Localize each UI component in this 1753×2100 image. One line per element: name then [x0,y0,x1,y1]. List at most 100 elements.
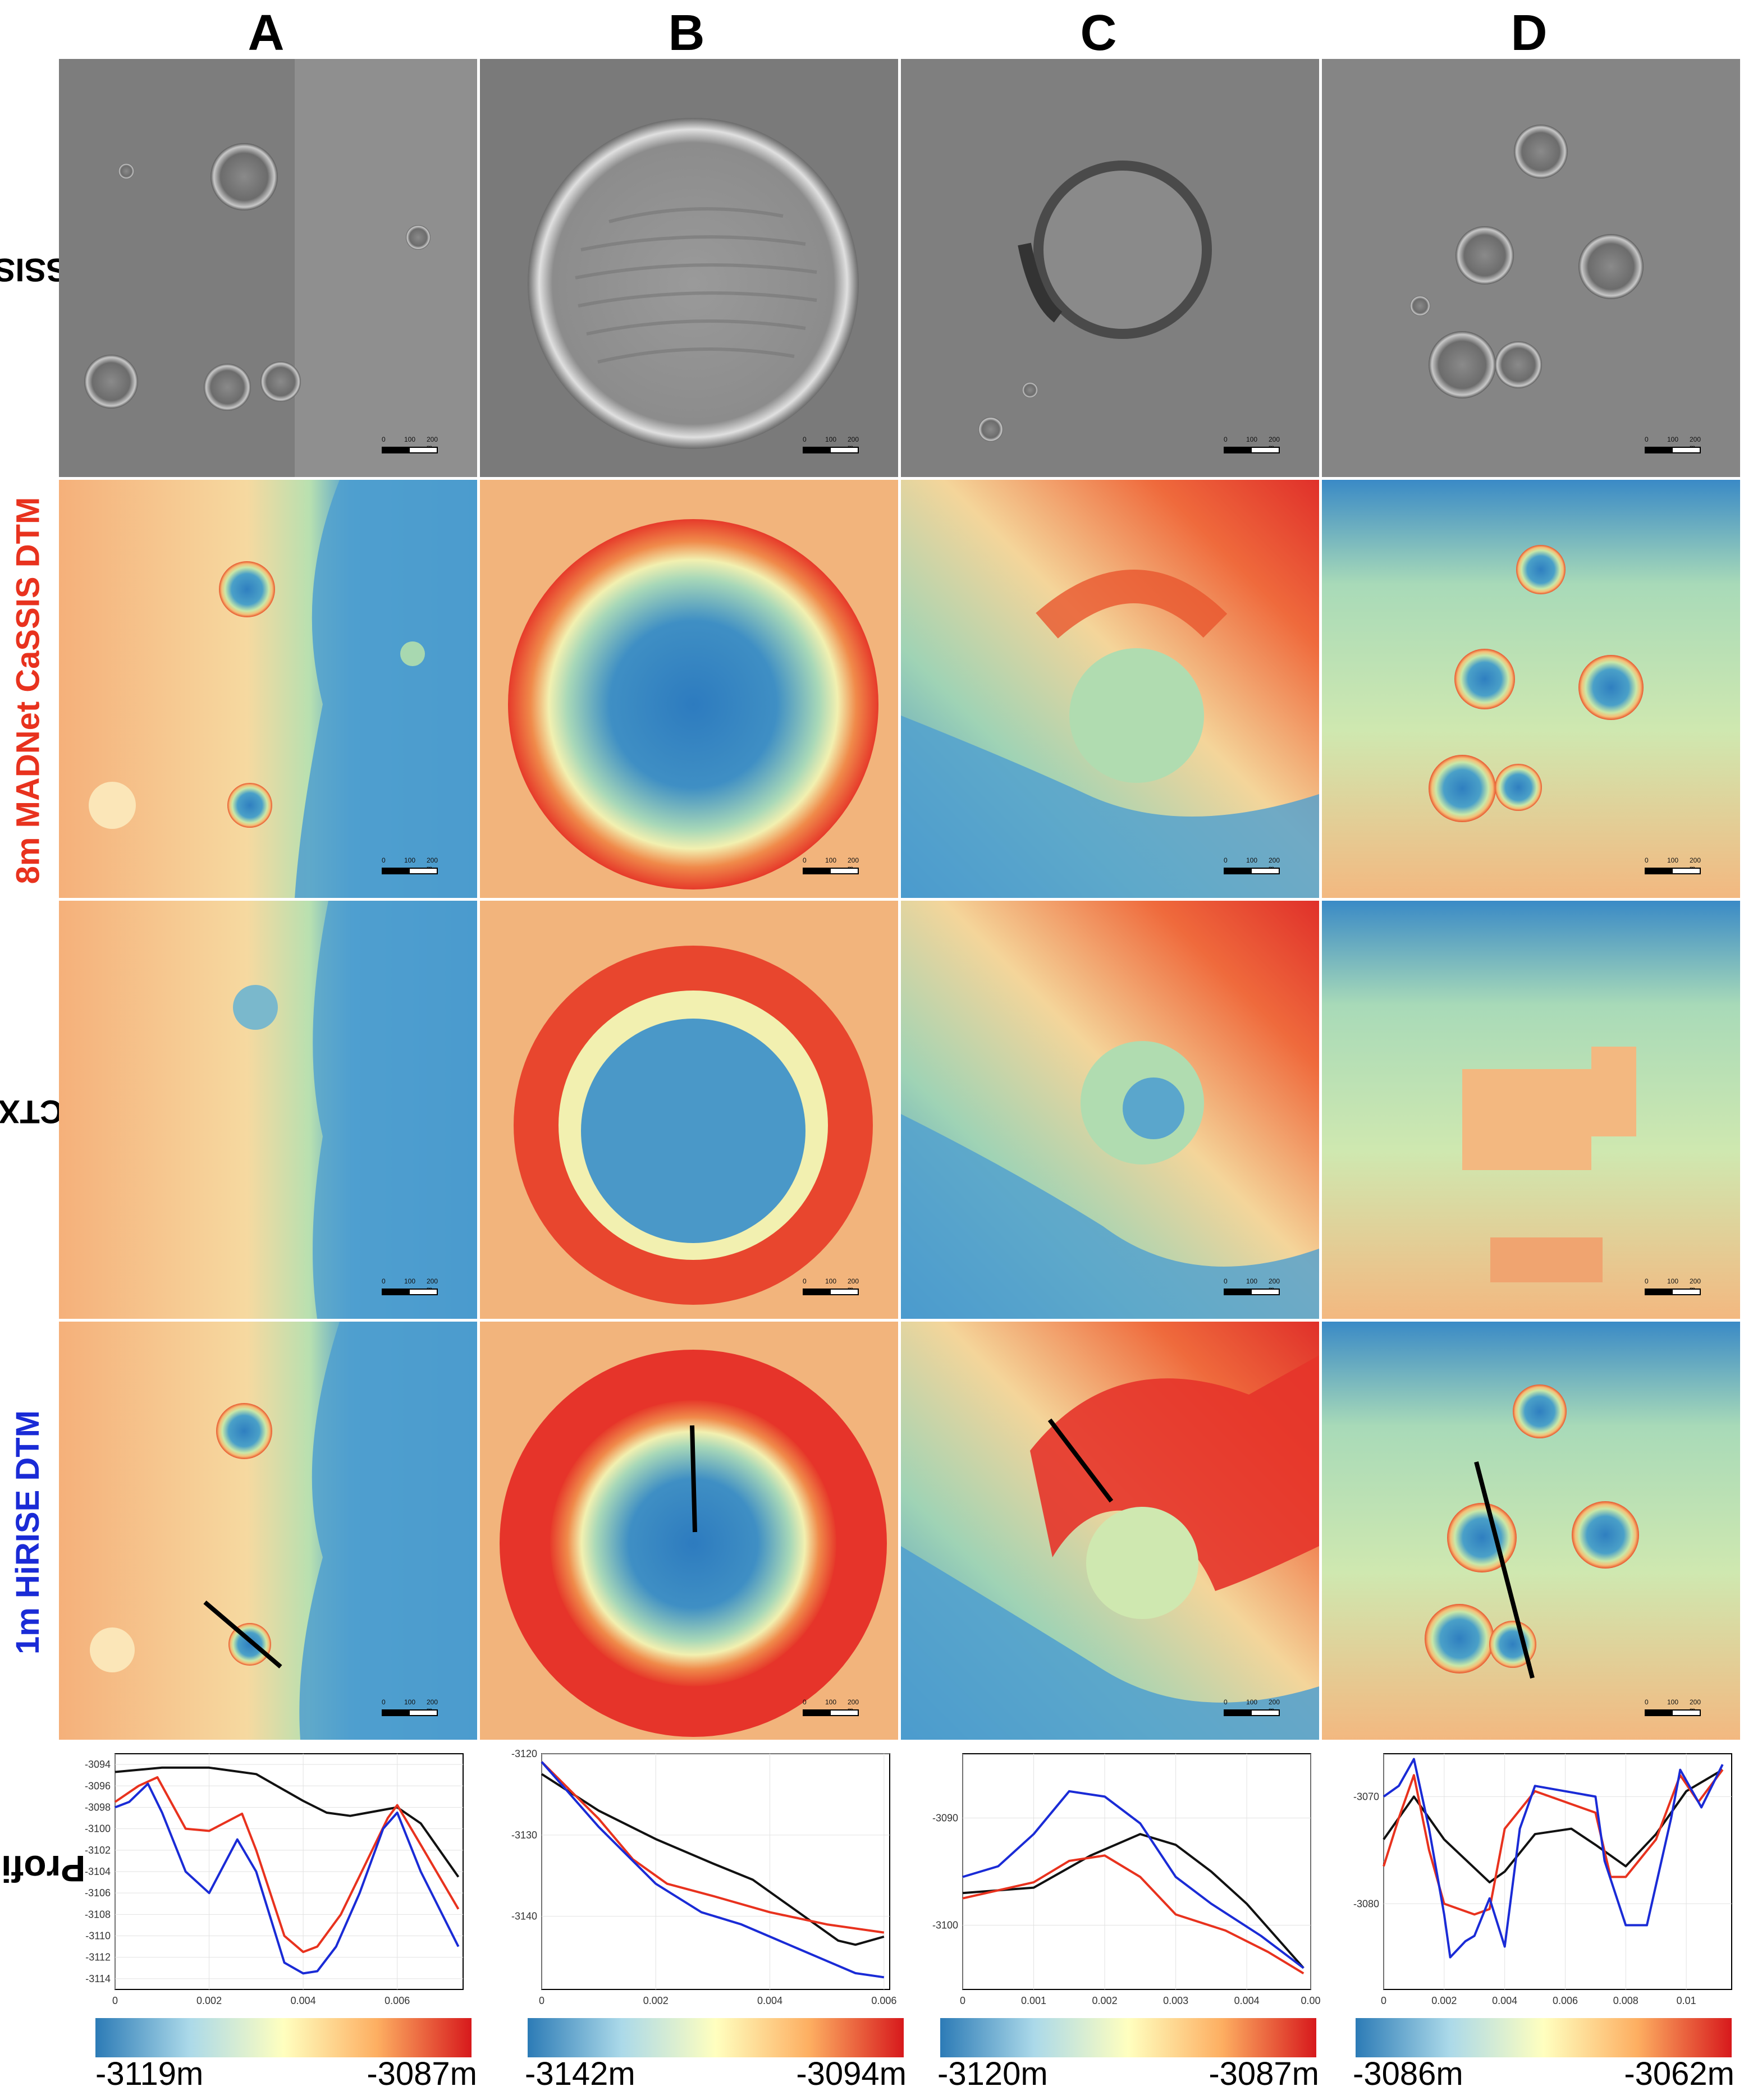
profile-line [1047,1418,1114,1503]
profile-line-madnet [1383,1769,1724,1916]
x-tick-label: 0.00 [1301,1995,1320,2006]
y-tick-label: -3090 [932,1813,958,1824]
y-tick-label: -3104 [85,1866,111,1877]
colorbar-max-b: -3094m [796,2056,907,2092]
profile-chart-d: -3070 -3080 0 0.002 0.004 0.006 0.008 0.01 [1322,1743,1732,2006]
colorbar-max-a: -3087m [367,2056,477,2092]
y-tick-label: -3130 [511,1830,537,1841]
row-label-hirise-name: HiRISE DTM [10,1410,47,1598]
x-tick-label: 0 [1381,1995,1386,2006]
column-label-a: A [248,5,285,61]
row-label-madnet: 8m MADNet CaSSIS DTM [0,480,56,901]
row-label-hirise: 1m HiRISE DTM [0,1322,56,1743]
plot-frame [541,1753,890,1990]
row-label-madnet-res: 8m [10,827,47,884]
x-tick-label: 0.002 [1092,1995,1118,2006]
row-label-profile: Profile [0,1743,86,1995]
x-tick-label: 0.008 [1613,1995,1638,2006]
y-tick-label: -3100 [85,1823,111,1835]
x-tick-label: 0.01 [1677,1995,1696,2006]
colorbar-b [528,2018,904,2057]
y-tick-label: -3106 [85,1887,111,1899]
x-tick-label: 0.006 [1553,1995,1578,2006]
x-tick-label: 0.002 [1431,1995,1457,2006]
y-tick-label: -3100 [932,1919,958,1931]
y-tick-label: -3094 [85,1759,111,1770]
y-tick-label: -3120 [511,1748,537,1759]
profile-chart-a: -3094 -3096 -3098 -3100 -3102 -3104 -3106 -3108… [53,1743,464,2006]
column-label-c: C [1080,5,1117,61]
profile-line-madnet [541,1761,885,1934]
column-label-b: B [668,5,705,61]
x-tick-label: 0 [539,1995,544,2006]
profile-svg-b: -3120 -3130 -3140 0 0.002 0.004 0.006 [511,1748,896,2006]
y-tick-label: -3114 [85,1973,111,1984]
x-tick-label: 0.003 [1163,1995,1188,2006]
profile-chart-c: -3090 -3100 0 0.001 0.002 0.003 0.004 0.00 [901,1743,1321,2006]
x-tick-label: 0.002 [643,1995,669,2006]
colorbar-labels-b: -3142m -3094m [525,2055,907,2100]
x-tick-label: 0.002 [196,1995,222,2006]
colorbar-labels-d: -3086m -3062m [1353,2055,1734,2100]
profile-chart-b: -3120 -3130 -3140 0 0.002 0.004 0.006 [480,1743,896,2006]
profile-line-hirise [115,1782,460,1975]
x-tick-label: 0 [112,1995,118,2006]
row-label-cassis: 4m CaSSIS image [0,59,166,480]
colorbar-d [1356,2018,1732,2057]
x-tick-label: 0.004 [757,1995,782,2006]
profile-line [690,1425,697,1533]
x-tick-label: 0.006 [871,1995,896,2006]
colorbar-max-c: -3087m [1209,2056,1319,2092]
y-tick-label: -3110 [85,1931,111,1942]
colorbar-min-b: -3142m [525,2056,635,2092]
profile-line [203,1600,282,1669]
profile-line-hirise [1383,1758,1724,1959]
x-tick-label: 0.001 [1021,1995,1046,2006]
profile-line-hirise [541,1761,885,1979]
profile-svg-a: -3094 -3096 -3098 -3100 -3102 -3104 -3106 -3108… [85,1753,464,2006]
row-label-ctx: 20m CTX DTM [0,901,138,1322]
colorbar-c [940,2018,1316,2057]
profile-line-madnet [114,1776,460,1954]
y-tick-label: -3140 [511,1911,537,1922]
y-tick-label: -3108 [85,1909,111,1920]
profile-line-ctx [115,1766,460,1878]
colorbar-max-d: -3062m [1624,2056,1734,2092]
plot-frame [962,1753,1311,1990]
y-tick-label: -3096 [85,1780,111,1791]
colorbar-labels-a: -3119m -3087m [95,2055,477,2100]
y-tick-label: -3080 [1353,1898,1379,1909]
colorbar-labels-c: -3120m -3087m [937,2055,1319,2100]
x-tick-label: 0.004 [1234,1995,1260,2006]
row-label-hirise-res: 1m [10,1598,47,1654]
colorbar-min-d: -3086m [1353,2056,1463,2092]
x-tick-label: 0.004 [291,1995,316,2006]
y-tick-label: -3112 [85,1952,111,1963]
x-tick-label: 0.006 [385,1995,410,2006]
profile-line-ctx [962,1833,1305,1969]
